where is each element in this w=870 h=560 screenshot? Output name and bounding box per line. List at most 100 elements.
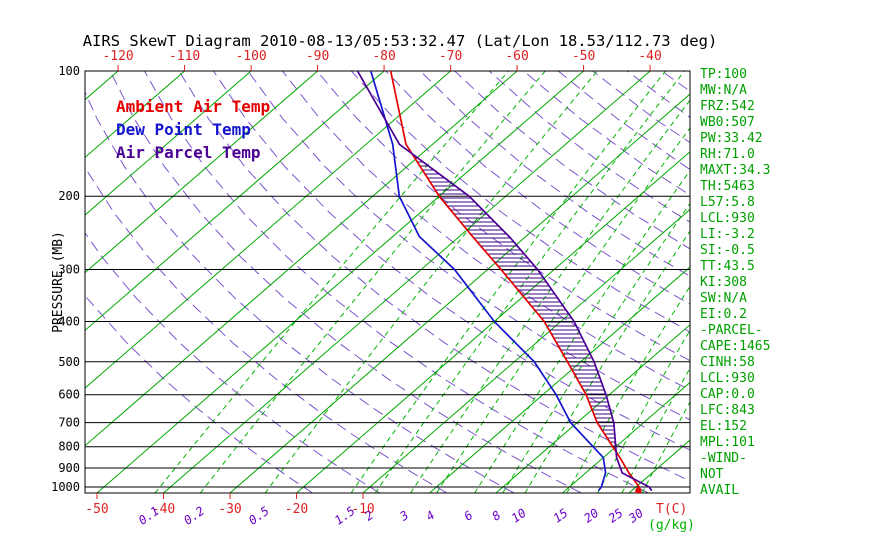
mixing-ratio-label: 0.2 (181, 504, 207, 528)
stats-line: -PARCEL- (700, 323, 763, 338)
pressure-tick-label: 500 (58, 355, 80, 369)
top-temp-label: -60 (505, 49, 528, 64)
dry-adiabat-line (247, 71, 690, 421)
stats-line: EI:0.2 (700, 307, 747, 322)
mixing-ratio-line (200, 71, 546, 493)
stats-line: LFC:843 (700, 403, 755, 418)
isotherm-line (85, 71, 185, 159)
stats-line: CINH:58 (700, 355, 755, 370)
isotherm-line (0, 71, 52, 493)
isotherm-line (85, 71, 318, 274)
dry-adiabat-line (523, 71, 690, 196)
mixing-ratio-line (641, 400, 690, 493)
top-temp-label: -40 (638, 49, 661, 64)
mixing-ratio-line (154, 71, 509, 493)
mixing-ratio-label: 30 (625, 506, 646, 526)
sounding-curves (356, 71, 653, 493)
stats-line: MW:N/A (700, 83, 747, 98)
pressure-tick-label: 600 (58, 388, 80, 402)
stats-line: SI:-0.5 (700, 243, 755, 258)
pressure-tick-label: 900 (58, 461, 80, 475)
pressure-tick-label: 100 (58, 64, 80, 78)
bottom-temp-label: -20 (285, 502, 308, 517)
bottom-temp-label: -40 (152, 502, 175, 517)
pressure-tick-label: 200 (58, 189, 80, 203)
cape-hatch-area (412, 153, 617, 452)
stats-line: KI:308 (700, 275, 747, 290)
dry-adiabat-line (144, 71, 649, 493)
mixing-ratio-label: 3 (397, 508, 412, 524)
stats-line: RH:71.0 (700, 147, 755, 162)
axis-tick-labels: 100 200 300 400 500 600 700 800 900 1000 -120 -110 -… (51, 49, 662, 528)
top-temp-label: -100 (235, 49, 266, 64)
dry-adiabat-line (178, 71, 690, 482)
temp-unit-label: T(C) (656, 502, 687, 517)
dew-point-curve (369, 71, 607, 492)
stats-line: AVAIL (700, 483, 739, 498)
dry-adiabat-line (557, 71, 690, 170)
stats-line: EL:152 (700, 419, 747, 434)
top-temp-label: -120 (102, 49, 133, 64)
stats-line: LCL:930 (700, 371, 755, 386)
mixing-ratio-line (621, 367, 690, 493)
mixing-ratio-label: 15 (551, 506, 571, 526)
dry-adiabat-line (85, 90, 515, 493)
top-temp-label: -110 (169, 49, 200, 64)
isotherm-line (85, 71, 385, 332)
isotherm-line (85, 71, 518, 447)
pressure-tick-label: 1000 (51, 480, 80, 494)
mixing-ratio-label: 10 (509, 506, 529, 526)
mixing-ratio-line (474, 169, 690, 493)
pressure-tick-label: 300 (58, 263, 80, 277)
mixing-ratio-label: 6 (461, 508, 475, 524)
legend-dew-point-temp: Dew Point Temp (116, 120, 251, 139)
mixing-ratio-label: 0.5 (246, 504, 272, 528)
stats-panel: TP:100MW:N/AFRZ:542WB0:507PW:33.42RH:71.… (700, 67, 770, 498)
stats-line: WB0:507 (700, 115, 755, 130)
bottom-temp-label: -50 (85, 502, 108, 517)
plot-frame (84, 70, 691, 494)
stats-line: TH:5463 (700, 179, 755, 194)
dry-adiabat-line (316, 71, 690, 362)
isotherm-line (85, 71, 451, 389)
stats-line: CAP:0.0 (700, 387, 755, 402)
dry-adiabat-line (213, 71, 690, 451)
mixing-ratio-label: 4 (423, 508, 437, 524)
isotherm-line (85, 71, 252, 216)
bottom-temp-label: -10 (351, 502, 374, 517)
stats-line: MAXT:34.3 (700, 163, 770, 178)
dry-adiabat-line (85, 166, 448, 493)
mixing-unit-label: (g/kg) (648, 518, 695, 533)
mixing-ratio-label: 25 (606, 506, 626, 526)
dry-adiabat-line (85, 294, 313, 493)
stats-line: LCL:930 (700, 211, 755, 226)
stats-line: FRZ:542 (700, 99, 755, 114)
dry-adiabat-line (109, 71, 582, 493)
dry-adiabat-line (661, 71, 690, 92)
top-temp-label: -50 (572, 49, 595, 64)
mixing-ratio-line (410, 99, 690, 493)
stats-line: SW:N/A (700, 291, 747, 306)
pressure-tick-label: 800 (58, 440, 80, 454)
mixing-ratio-line (436, 127, 690, 493)
stats-line: PW:33.42 (700, 131, 763, 146)
isotherm-line (495, 324, 690, 493)
pressure-tick-label: 400 (58, 315, 80, 329)
ambient-temp-curve (389, 71, 641, 491)
stats-line: TT:43.5 (700, 259, 755, 274)
parcel-temp-curve (356, 71, 653, 492)
cape-hatch-polygon (412, 153, 617, 452)
pressure-tick-label: 700 (58, 416, 80, 430)
top-temp-label: -70 (439, 49, 462, 64)
pressure-axis-label: PRESSURE (MB) (51, 231, 66, 333)
dry-adiabat-line (385, 71, 690, 305)
stats-line: L57:5.8 (700, 195, 755, 210)
stats-line: TP:100 (700, 67, 747, 82)
bottom-temp-label: -30 (218, 502, 241, 517)
mixing-ratio-label: 8 (489, 508, 503, 524)
stats-line: LI:-3.2 (700, 227, 755, 242)
legend-ambient-air-temp: Ambient Air Temp (116, 97, 270, 116)
stats-line: CAPE:1465 (700, 339, 770, 354)
isotherm-line (229, 93, 690, 493)
